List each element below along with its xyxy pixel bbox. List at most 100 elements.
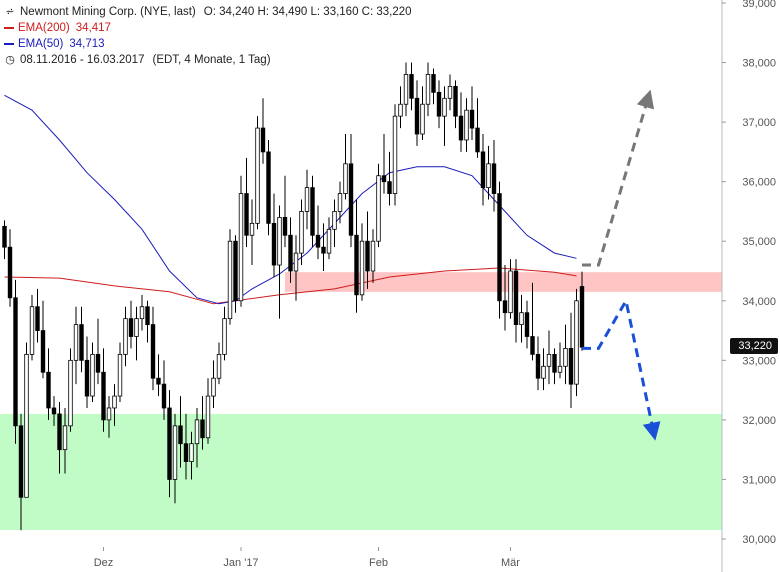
x-axis: Dez Jan '17 Feb Mär [94, 547, 520, 569]
candle [29, 294, 35, 361]
candle [68, 348, 73, 432]
candle [200, 396, 205, 450]
candle-body-up [370, 240, 376, 272]
candle [337, 181, 343, 224]
candle-body-up [68, 359, 73, 427]
candle [326, 217, 332, 260]
candle-body-up [299, 211, 304, 254]
candle-body-down [7, 246, 13, 299]
candle-body-down [431, 74, 436, 93]
candle-body-down [95, 353, 101, 373]
candle [112, 384, 117, 426]
candle-body-up [172, 425, 178, 480]
candle-body-down [282, 216, 288, 236]
candle-body-down [161, 383, 167, 409]
candle [321, 223, 326, 271]
candle [145, 300, 150, 343]
candle [392, 104, 398, 206]
candle [420, 86, 425, 140]
candle [161, 360, 167, 420]
candle [563, 324, 568, 385]
forecast-up-arrow [582, 89, 655, 267]
candle [51, 396, 57, 426]
x-tick-label: Mär [501, 557, 520, 569]
candle [480, 134, 486, 206]
candle-body-down [101, 371, 106, 421]
candle [73, 306, 79, 385]
support-zone [0, 413, 722, 531]
candle-body-up [293, 252, 299, 272]
candle [469, 86, 475, 140]
candle [205, 378, 211, 444]
candle [546, 330, 552, 385]
candle-body-up [304, 187, 310, 212]
candle [156, 354, 161, 397]
candle [57, 402, 62, 474]
candle [552, 348, 557, 385]
candle-body-up [392, 115, 398, 194]
candle-body-up [194, 419, 200, 445]
candle-body-up [359, 240, 365, 296]
candle-body-down [200, 419, 205, 439]
candle [343, 134, 348, 200]
candle [513, 259, 519, 343]
candle [387, 151, 392, 206]
candle-body-up [343, 163, 348, 194]
candle-body-down [365, 240, 370, 272]
legend-range: 08.11.2016 - 16.03.2017 [20, 54, 145, 66]
candle [530, 282, 535, 361]
candle [7, 229, 13, 307]
candle [497, 181, 502, 319]
candle-body-up [205, 395, 211, 439]
candle-body-down [46, 371, 51, 409]
candle-body-up [189, 443, 194, 462]
candle-body-down [436, 91, 442, 117]
candle-body-down [321, 246, 326, 254]
legend-title-row: ⩫ Newmont Mining Corp. (NYE, last) O: 34… [4, 4, 411, 20]
candle-body-down [18, 425, 24, 498]
candle [442, 86, 447, 146]
candle [84, 336, 90, 408]
candle-body-down [535, 353, 541, 379]
y-tick-label: 36,000 [742, 177, 776, 189]
candle [475, 98, 480, 158]
chart-legend: ⩫ Newmont Mining Corp. (NYE, last) O: 34… [4, 4, 412, 68]
candle [502, 265, 508, 331]
legend-ema50-row: EMA(50) 34,713 [4, 36, 412, 52]
candle [167, 390, 172, 498]
forecast-layer [582, 89, 661, 441]
candle [266, 139, 271, 236]
legend-range-detail: (EDT, 4 Monate, 1 Tag) [152, 54, 271, 66]
candle-body-up [222, 318, 227, 355]
candle-body-down [271, 222, 277, 266]
candle-body-down [524, 312, 530, 337]
candle [574, 288, 579, 397]
legend-ema200-row: EMA(200) 34,417 [4, 20, 412, 36]
candle-body-down [84, 359, 90, 397]
candle-body-up [255, 127, 260, 224]
candle-body-up [106, 407, 112, 421]
legend-range-row: ◷ 08.11.2016 - 16.03.2017 (EDT, 4 Monate… [4, 52, 412, 68]
candle-body-up [238, 193, 244, 302]
candle [491, 139, 497, 212]
zones-layer [0, 272, 722, 531]
candle-body-up [216, 353, 222, 379]
x-tick-label: Jan '17 [223, 557, 258, 569]
candle-body-up [249, 222, 255, 236]
candle [183, 413, 189, 480]
candle-body-up [134, 318, 139, 337]
y-tick-label: 37,000 [742, 117, 776, 129]
candle-body-down [552, 353, 557, 373]
candle [46, 348, 51, 420]
y-tick-label: 39,000 [742, 0, 776, 10]
ema50-label: EMA(50) [18, 38, 64, 50]
candle-body-down [453, 85, 458, 117]
candle-body-down [183, 443, 189, 462]
candle-body-up [62, 425, 68, 451]
candle [304, 169, 310, 230]
candle-body-down [530, 336, 535, 355]
candle-body-up [425, 74, 431, 105]
y-tick-label: 30,000 [742, 534, 776, 546]
candle [233, 235, 238, 313]
